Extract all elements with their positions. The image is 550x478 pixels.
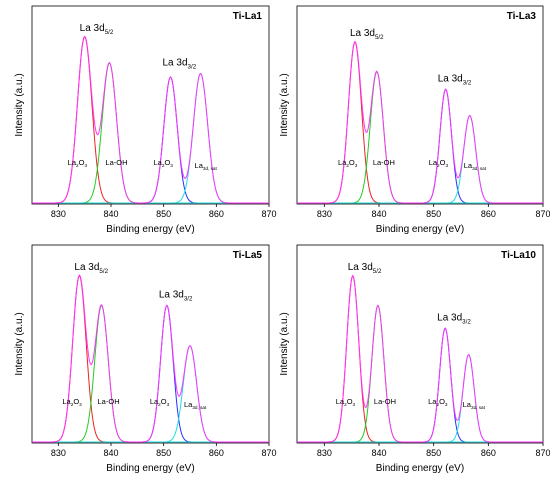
x-axis-label: Binding energy (eV) (376, 224, 464, 235)
satellite-label: La3d, sat (184, 400, 207, 410)
la-oh-component (343, 70, 411, 204)
satellite-component (155, 345, 225, 443)
la-3d52-label: La 3d5/2 (350, 28, 384, 41)
la-oh-label: La-OH (374, 397, 396, 406)
la-oh-component (346, 304, 410, 443)
panel-title: Ti-La10 (501, 250, 536, 261)
la-oh-component (66, 304, 137, 443)
la-3d52-label: La 3d5/2 (80, 23, 114, 36)
la2o3-label-3d32: La2O3 (429, 158, 449, 168)
x-tick-label: 850 (156, 448, 171, 458)
la2o3-3d32-component (415, 88, 476, 204)
la2o3-3d32-component (135, 76, 206, 204)
x-tick-label: 830 (317, 209, 332, 219)
la-oh-component (72, 62, 147, 204)
xps-panel-2: 830 840 850 860 870 Binding energy (eV) Intens… (279, 5, 550, 235)
la-oh-label: La-OH (98, 397, 120, 406)
satellite-component (163, 72, 238, 204)
la2o3-label-3d32: La2O3 (154, 158, 174, 168)
satellite-label: La3d, sat (463, 400, 486, 410)
la2o3-label-3d32: La2O3 (428, 397, 448, 407)
xps-panel-1: 830 840 850 860 870 Binding energy (eV) Intens… (14, 5, 277, 235)
x-tick-label: 840 (371, 448, 386, 458)
y-axis-label: Intensity (a.u.) (279, 312, 290, 375)
x-tick-label: 850 (426, 209, 441, 219)
satellite-label: La3d, sat (195, 161, 218, 171)
x-tick-label: 830 (51, 448, 66, 458)
xps-panel-3: 830 840 850 860 870 Binding energy (eV) Intens… (14, 244, 277, 474)
panel-title: Ti-La3 (507, 11, 537, 22)
la2o3-label-3d32: La2O3 (150, 397, 170, 407)
plot-frame (31, 244, 270, 444)
x-axis-label: Binding energy (eV) (376, 463, 464, 474)
la2o3-label: La2O3 (68, 158, 88, 168)
x-tick-label: 830 (51, 209, 66, 219)
x-tick-label: 850 (156, 209, 171, 219)
envelope-curve (32, 35, 269, 204)
la2o3-label: La2O3 (62, 397, 82, 407)
envelope-curve (32, 274, 269, 443)
la-3d32-label: La 3d3/2 (438, 73, 472, 86)
la2o3-3d52-component (44, 274, 115, 443)
plot-frame (31, 5, 270, 205)
la-3d52-label: La 3d5/2 (74, 262, 108, 275)
x-tick-label: 860 (209, 448, 224, 458)
xps-panel-4: 830 840 850 860 870 Binding energy (eV) Intens… (279, 244, 550, 474)
x-axis-label: Binding energy (eV) (106, 224, 194, 235)
x-tick-label: 860 (481, 209, 496, 219)
satellite-label: La3d, sat (464, 161, 487, 171)
y-axis-label: Intensity (a.u.) (14, 312, 25, 375)
plot-frame (296, 5, 544, 205)
x-tick-label: 840 (371, 209, 386, 219)
la2o3-label: La2O3 (338, 158, 358, 168)
x-tick-label: 840 (103, 209, 118, 219)
la-3d32-label: La 3d3/2 (437, 312, 471, 325)
la2o3-3d52-component (47, 35, 122, 204)
la2o3-label: La2O3 (336, 397, 356, 407)
la2o3-3d52-component (321, 274, 385, 443)
envelope-curve (297, 274, 543, 443)
la-oh-label: La-OH (373, 158, 395, 167)
la-3d52-label: La 3d5/2 (348, 262, 382, 275)
panel-title: Ti-La5 (233, 250, 263, 261)
la2o3-3d52-component (321, 41, 389, 204)
la2o3-3d32-component (416, 327, 475, 443)
y-axis-label: Intensity (a.u.) (279, 73, 290, 136)
x-tick-label: 870 (535, 209, 550, 219)
x-tick-label: 870 (535, 448, 550, 458)
x-axis-label: Binding energy (eV) (106, 463, 194, 474)
x-tick-label: 860 (481, 448, 496, 458)
panel-title: Ti-La1 (233, 11, 263, 22)
x-tick-label: 850 (426, 448, 441, 458)
la2o3-3d32-component (134, 304, 200, 443)
x-tick-label: 860 (209, 209, 224, 219)
la-3d32-label: La 3d3/2 (163, 58, 197, 71)
y-axis-label: Intensity (a.u.) (14, 73, 25, 136)
x-tick-label: 870 (261, 448, 276, 458)
envelope-curve (297, 40, 543, 204)
plot-frame (296, 244, 544, 444)
la-3d32-label: La 3d3/2 (159, 290, 193, 303)
la-oh-label: La-OH (105, 158, 127, 167)
x-tick-label: 840 (103, 448, 118, 458)
satellite-component (438, 114, 502, 204)
x-tick-label: 870 (261, 209, 276, 219)
x-tick-label: 830 (317, 448, 332, 458)
satellite-component (439, 353, 498, 443)
